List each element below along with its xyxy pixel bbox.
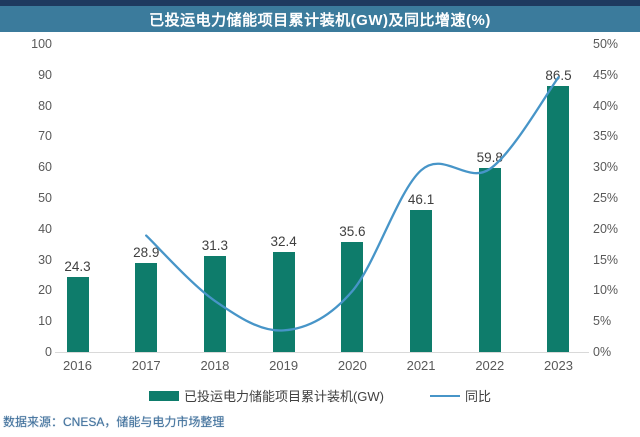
legend-item-line-series: 同比 [430, 386, 491, 405]
bar-2016 [66, 277, 89, 352]
left-axis-tick: 20 [38, 283, 52, 298]
right-axis-tick: 10% [593, 283, 619, 298]
data-label-2018: 31.3 [201, 237, 229, 253]
right-axis-tick: 25% [593, 191, 619, 205]
line-swatch-icon [430, 394, 461, 397]
x-axis-label-2017: 2017 [131, 358, 161, 373]
right-axis-tick: 5% [593, 314, 612, 329]
x-axis-line [55, 352, 589, 353]
right-axis-tick: 15% [593, 252, 619, 267]
right-axis-tick: 30% [593, 160, 619, 175]
x-axis-label-2019: 2019 [269, 358, 299, 373]
bar-2022 [478, 167, 501, 352]
chart-title: 已投运电力储能项目累计装机(GW)及同比增速(%) [149, 11, 491, 29]
left-axis-tick: 10 [38, 314, 52, 329]
right-axis-tick: 20% [593, 221, 619, 236]
bar-2018 [203, 255, 226, 352]
bar-2021 [410, 210, 433, 352]
data-label-2016: 24.3 [64, 259, 91, 275]
top-border-strip [0, 0, 640, 6]
data-label-2019: 32.4 [270, 234, 297, 250]
bar-2019 [272, 252, 295, 352]
left-axis-tick: 50 [38, 191, 52, 205]
data-label-2021: 46.1 [407, 192, 435, 207]
x-axis-label-2021: 2021 [406, 358, 436, 373]
x-axis-label-2022: 2022 [475, 358, 505, 373]
bar-swatch-icon [148, 390, 179, 401]
left-axis-tick: 0 [45, 345, 52, 359]
left-axis-tick: 30 [38, 252, 52, 267]
left-axis-tick: 80 [38, 98, 52, 113]
bar-2017 [135, 262, 158, 352]
right-axis-tick: 45% [593, 67, 619, 82]
x-axis-label-2016: 2016 [63, 358, 92, 373]
x-axis-label-2018: 2018 [200, 358, 230, 373]
x-axis-label-2020: 2020 [337, 358, 367, 373]
right-axis-tick: 40% [593, 98, 619, 113]
left-axis-tick: 70 [38, 129, 52, 144]
bar-2023 [547, 85, 570, 352]
data-label-2022: 59.8 [476, 149, 503, 165]
legend: 已投运电力储能项目累计装机(GW) 同比 [0, 386, 640, 405]
right-axis-tick: 35% [593, 129, 619, 144]
data-label-2020: 35.6 [339, 224, 366, 240]
legend-item-bar-series: 已投运电力储能项目累计装机(GW) [148, 386, 385, 405]
right-axis-tick: 0% [593, 345, 612, 359]
legend-label-line-series: 同比 [465, 389, 492, 404]
x-axis-label-2023: 2023 [544, 358, 573, 373]
source-note: 数据来源：CNESA，储能与电力市场整理 [3, 415, 225, 429]
legend-label-bar-series: 已投运电力储能项目累计装机(GW) [183, 389, 385, 404]
bar-2020 [341, 242, 364, 352]
left-axis-tick: 60 [38, 160, 52, 175]
left-axis-tick: 90 [38, 67, 52, 82]
right-axis-tick: 50% [593, 37, 619, 51]
data-label-2017: 28.9 [133, 244, 160, 260]
chart-title-bar: 已投运电力储能项目累计装机(GW)及同比增速(%) [0, 6, 640, 32]
data-label-2023: 86.5 [545, 67, 572, 83]
left-axis-tick: 40 [38, 221, 52, 236]
left-axis-tick: 100 [31, 37, 52, 51]
